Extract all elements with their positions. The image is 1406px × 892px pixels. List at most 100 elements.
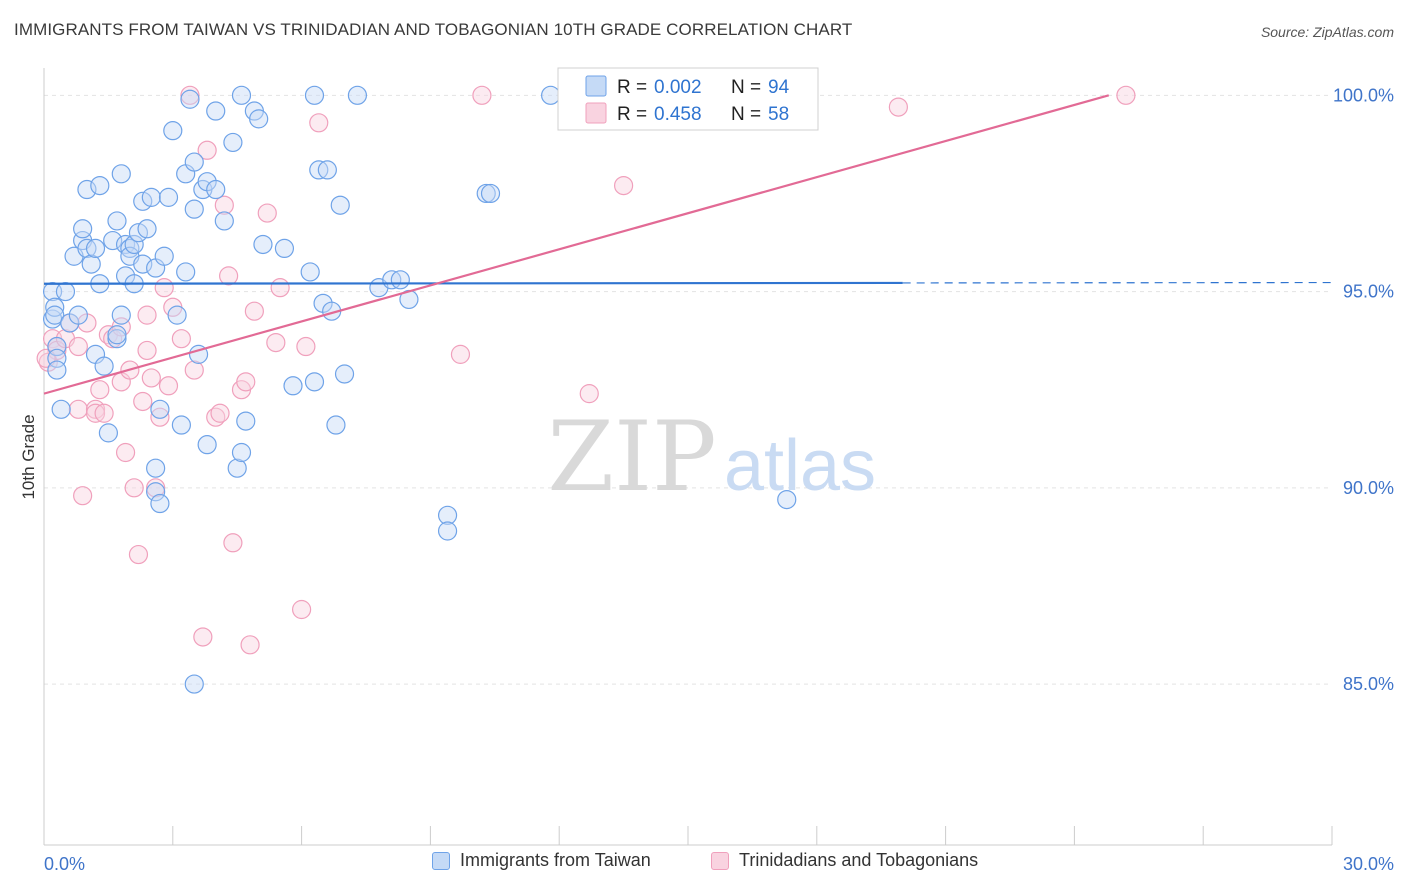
taiwan-point <box>777 490 797 510</box>
stats-r-value-1: 0.002 <box>654 77 702 98</box>
trinidadian-point <box>158 376 179 396</box>
trinidadian-point <box>73 486 93 506</box>
series-taiwan-points <box>42 85 797 694</box>
taiwan-point <box>300 262 320 282</box>
taiwan-point <box>146 458 166 478</box>
trinidadian-point <box>240 635 260 655</box>
taiwan-point <box>253 234 273 255</box>
taiwan-point <box>480 183 501 204</box>
taiwan-point <box>274 238 295 258</box>
taiwan-point <box>171 415 191 435</box>
trinidadian-point <box>197 140 217 160</box>
stats-n-value-1: 94 <box>768 77 790 98</box>
series-trinidadian-points <box>36 85 1136 655</box>
taiwan-point <box>90 176 110 196</box>
watermark-zip: ZIP <box>547 401 716 513</box>
trinidadian-point <box>266 333 286 353</box>
taiwan-point <box>111 305 131 325</box>
stats-r-label-1: R = <box>617 77 647 98</box>
taiwan-point <box>146 482 166 502</box>
trinidadian-point <box>244 301 264 321</box>
taiwan-point <box>390 270 410 290</box>
taiwan-point <box>437 505 458 525</box>
y-axis-tick-labels: 85.0% 90.0% 95.0% 100.0% <box>1333 85 1394 694</box>
taiwan-point <box>107 211 127 231</box>
chart-source: Source: ZipAtlas.com <box>1260 24 1394 40</box>
trinidadian-point <box>257 203 277 223</box>
x-tick-label-max: 30.0% <box>1343 854 1394 874</box>
trinidadian-point <box>68 336 88 357</box>
trinidadian-point <box>450 344 471 364</box>
chart-title: IMMIGRANTS FROM TAIWAN VS TRINIDADIAN AN… <box>14 20 853 39</box>
taiwan-point <box>77 179 97 200</box>
taiwan-point <box>227 458 247 478</box>
watermark-atlas: atlas <box>724 426 876 506</box>
taiwan-point <box>68 305 88 325</box>
taiwan-point <box>85 238 106 258</box>
trinidadian-point <box>292 599 312 620</box>
taiwan-point <box>231 442 252 463</box>
trinidadian-point <box>133 391 153 412</box>
trinidadian-point <box>171 329 191 349</box>
bottom-legend: Immigrants from Taiwan Trinidadians and … <box>0 850 1406 880</box>
taiwan-point <box>98 423 119 443</box>
trinidadian-point <box>115 442 136 463</box>
trinidadian-point <box>154 278 174 298</box>
y-tick-label: 100.0% <box>1333 85 1394 105</box>
taiwan-point <box>184 674 204 694</box>
watermark: ZIP atlas <box>547 401 876 513</box>
taiwan-point <box>176 262 196 282</box>
trinidadian-point <box>68 399 88 419</box>
trinidadian-point <box>579 384 599 404</box>
trinidadian-point <box>219 266 239 286</box>
legend-swatch-trinidadian <box>711 851 729 870</box>
taiwan-point <box>304 85 325 105</box>
taiwan-point <box>330 195 350 215</box>
stats-n-label-1: N = <box>731 77 761 98</box>
trinidadian-point <box>184 360 204 380</box>
stats-n-value-2: 58 <box>768 104 789 125</box>
taiwan-point <box>45 305 65 325</box>
taiwan-point <box>141 187 161 207</box>
trinidadian-point <box>193 627 213 647</box>
legend-item-taiwan: Immigrants from Taiwan <box>432 850 651 871</box>
taiwan-point <box>158 187 179 207</box>
taiwan-point <box>347 85 368 105</box>
taiwan-point <box>81 254 101 274</box>
trinidadian-point <box>223 533 243 553</box>
taiwan-point <box>73 219 93 239</box>
taiwan-point <box>437 521 458 541</box>
taiwan-point <box>111 164 131 184</box>
y-axis-label: 10th Grade <box>19 414 38 499</box>
taiwan-point <box>476 183 496 204</box>
taiwan-point <box>137 219 157 239</box>
trinidadian-point <box>124 478 144 498</box>
trend-lines <box>43 94 1333 395</box>
taiwan-point <box>150 399 170 419</box>
taiwan-point <box>180 89 200 109</box>
stats-legend-swatch-trinidadian <box>585 102 607 124</box>
stats-n-label-2: N = <box>731 104 761 125</box>
trinidadian-point <box>236 372 256 392</box>
taiwan-point <box>236 411 256 431</box>
taiwan-point <box>197 435 217 455</box>
taiwan-point <box>124 234 144 255</box>
taiwan-point <box>94 356 114 376</box>
taiwan-point <box>154 246 174 266</box>
taiwan-point <box>45 297 65 317</box>
taiwan-point <box>103 230 123 251</box>
trinidadian-point <box>613 176 634 196</box>
y-tick-label: 85.0% <box>1343 674 1394 694</box>
taiwan-point <box>231 85 252 105</box>
x-axis-ticks <box>43 826 1333 845</box>
trinidadian-point <box>128 544 149 565</box>
taiwan-point <box>184 152 204 172</box>
taiwan-point <box>167 305 187 325</box>
stats-r-value-2: 0.458 <box>654 104 702 125</box>
taiwan-point <box>206 101 226 121</box>
taiwan-point <box>223 132 243 153</box>
taiwan-trend-line <box>43 281 903 285</box>
trinidadian-point <box>296 336 316 357</box>
y-tick-label: 90.0% <box>1343 478 1394 498</box>
trinidadian-point <box>150 407 170 427</box>
